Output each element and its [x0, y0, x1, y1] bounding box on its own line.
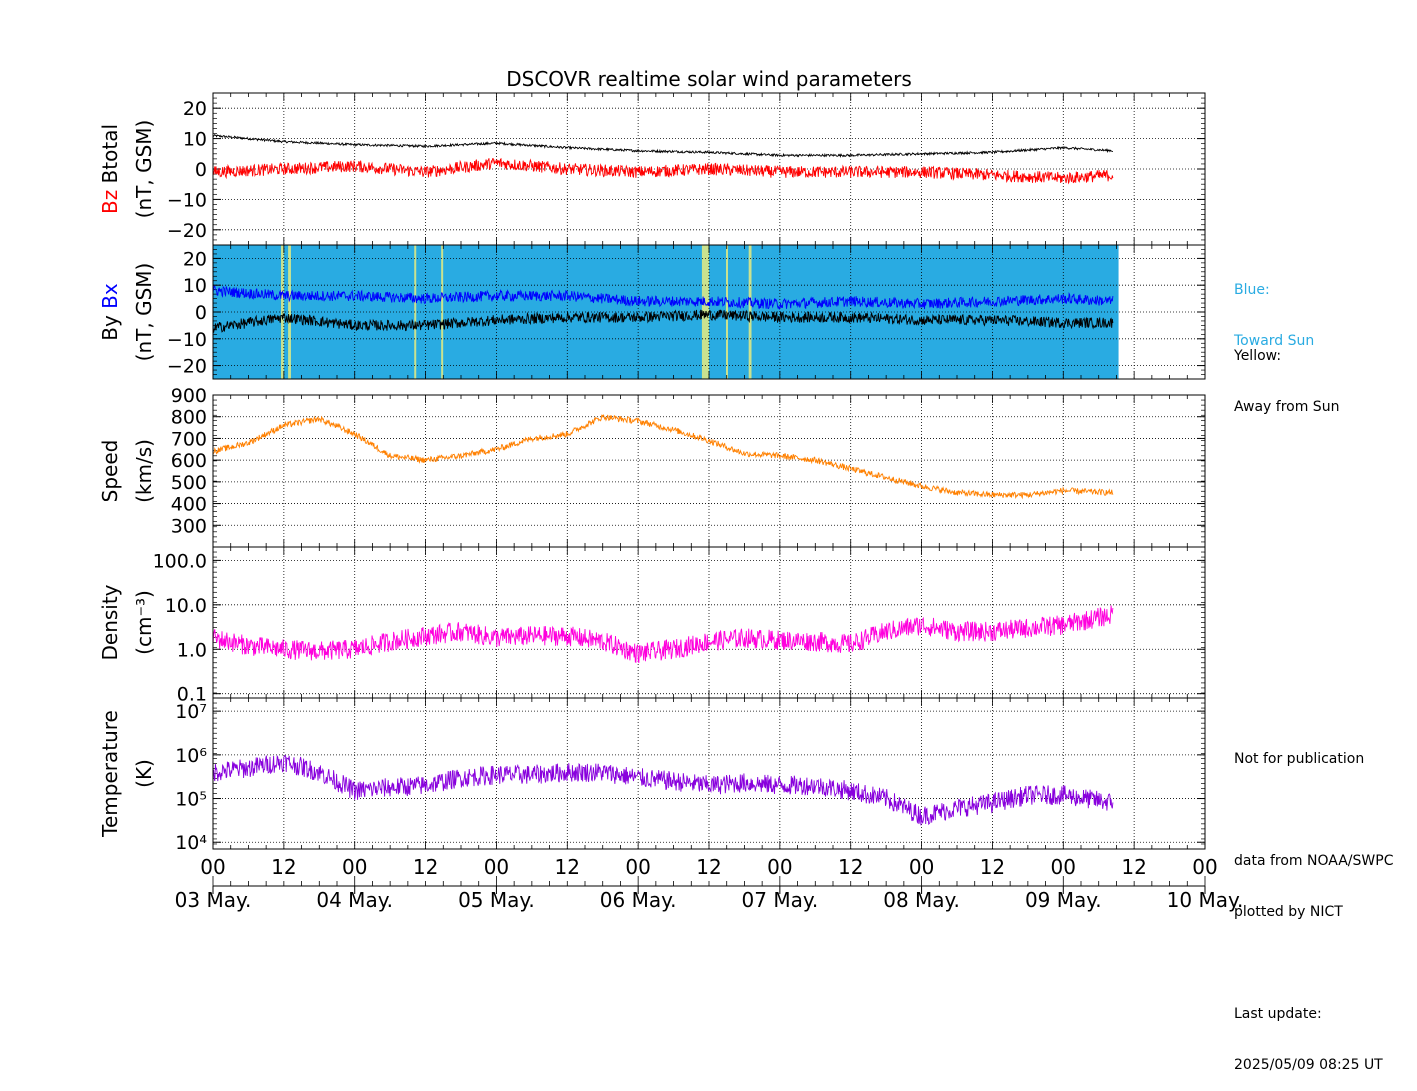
y-axis-label: Bz Btotal: [98, 124, 122, 214]
hour-tick-label: 00: [484, 855, 509, 879]
credits-note: Not for publication data from NOAA/SWPC …: [1234, 717, 1393, 1091]
away-sun-note: Yellow: Away from Sun: [1234, 314, 1339, 433]
y-tick-label: 10⁵: [175, 789, 207, 811]
y-tick-label: 20: [183, 248, 207, 270]
series-line-speed: [212, 414, 1114, 500]
not-for-publication: Not for publication: [1234, 751, 1365, 767]
y-tick-label: 600: [171, 450, 207, 472]
y-axis-unit-label: (nT, GSM): [132, 263, 156, 362]
hour-tick-label: 00: [1051, 855, 1076, 879]
series-line-bz: [212, 157, 1114, 185]
hour-tick-label: 12: [271, 855, 296, 879]
day-tick-label: 06 May.: [600, 888, 677, 912]
y-tick-label: −20: [167, 220, 207, 242]
day-tick-label: 08 May.: [883, 888, 960, 912]
y-tick-label: 400: [171, 494, 207, 516]
day-tick-label: 05 May.: [458, 888, 535, 912]
panel-frame: [212, 697, 1206, 850]
toward-sun-label: Toward Sun: [1234, 333, 1315, 349]
day-tick-label: 09 May.: [1025, 888, 1102, 912]
y-tick-label: 800: [171, 407, 207, 429]
panel-temperature: 10⁷ 10⁶ 10⁵ 10⁴ Temperature (K): [98, 697, 1206, 854]
hour-tick-label: 00: [342, 855, 367, 879]
day-tick-label: 07 May.: [742, 888, 819, 912]
hour-tick-label: 12: [980, 855, 1005, 879]
panel-frame: [212, 244, 1206, 380]
y-tick-label: 0.1: [177, 684, 207, 706]
last-update-label: Last update:: [1234, 1006, 1322, 1022]
blue-label: Blue:: [1234, 282, 1270, 298]
y-axis-unit-label: (km/s): [132, 439, 156, 503]
y-tick-label: 10⁶: [175, 745, 207, 767]
hour-tick-label: 00: [625, 855, 650, 879]
series-line-density: [212, 605, 1114, 664]
panel-btotal-bz: 20 10 0 −10 −20 Bz Btotal (nT, GSM): [98, 92, 1206, 246]
series-line-btotal: [212, 133, 1113, 158]
y-tick-label: 0: [195, 159, 207, 181]
hour-tick-label: 00: [200, 855, 225, 879]
last-update-time: 2025/05/09 08:25 UT: [1234, 1057, 1383, 1073]
day-tick-label: 10 May.: [1167, 888, 1244, 912]
data-source: data from NOAA/SWPC: [1234, 853, 1394, 869]
y-tick-label: 10: [183, 129, 207, 151]
y-axis-unit-label: (K): [132, 759, 156, 788]
y-tick-label: 20: [183, 98, 207, 120]
y-tick-label: 10: [183, 275, 207, 297]
panel-bx-by: 20 10 0 −10 −20 By Bx (nT, GSM): [98, 244, 1206, 380]
y-axis-label: Speed: [98, 440, 122, 503]
y-tick-label: −10: [167, 329, 207, 351]
plot-panels: 20 10 0 −10 −20 Bz Btotal (nT, GSM) 20 10 0 −10 −20…: [98, 92, 1206, 854]
hour-tick-label: 12: [838, 855, 863, 879]
hour-tick-label: 00: [767, 855, 792, 879]
series-line-temperature: [212, 754, 1114, 826]
plotted-by: plotted by NICT: [1234, 904, 1343, 920]
away-sun-label: Away from Sun: [1234, 399, 1340, 415]
hour-tick-label: 12: [696, 855, 721, 879]
hour-tick-label: 00: [909, 855, 934, 879]
hour-tick-label: 12: [413, 855, 438, 879]
y-tick-label: 100.0: [153, 550, 207, 572]
day-tick-label: 03 May.: [175, 888, 252, 912]
toward-sun-note: Blue: Toward Sun: [1234, 248, 1314, 367]
series-line-by: [212, 309, 1114, 333]
y-tick-label: 10⁴: [175, 832, 207, 854]
series-line-bx: [212, 285, 1114, 311]
away-from-sun-band: [288, 245, 291, 379]
away-from-sun-band: [441, 245, 444, 379]
hour-tick-label: 12: [1121, 855, 1146, 879]
y-tick-label: 10.0: [165, 595, 207, 617]
yellow-label: Yellow:: [1234, 348, 1282, 364]
time-axis: 00 12 00 12 00 12 00 12 00 12 00 12 00 12 00 03 May. 04 …: [175, 855, 1244, 912]
y-tick-label: −20: [167, 356, 207, 378]
y-tick-label: 0: [195, 302, 207, 324]
y-axis-unit-label: (cm⁻³): [132, 590, 156, 655]
solar-wind-figure: DSCOVR realtime solar wind parameters 20…: [98, 67, 1244, 912]
away-from-sun-band: [414, 245, 417, 379]
y-tick-label: 500: [171, 472, 207, 494]
y-axis-unit-label: (nT, GSM): [132, 120, 156, 219]
y-axis-label: By Bx: [98, 283, 122, 341]
figure-title: DSCOVR realtime solar wind parameters: [506, 67, 912, 91]
away-from-sun-band: [726, 245, 729, 379]
y-tick-label: 700: [171, 428, 207, 450]
y-tick-label: 10⁷: [175, 701, 207, 723]
y-tick-label: 300: [171, 515, 207, 537]
hour-tick-label: 12: [555, 855, 580, 879]
hour-tick-label: 00: [1192, 855, 1217, 879]
y-tick-label: −10: [167, 189, 207, 211]
day-tick-label: 04 May.: [316, 888, 393, 912]
y-tick-label: 1.0: [177, 639, 207, 661]
panel-density: 100.0 10.0 1.0 0.1 Density (cm⁻³): [98, 546, 1206, 706]
y-axis-label: Temperature: [98, 710, 122, 838]
y-tick-label: 900: [171, 385, 207, 407]
y-axis-label: Density: [98, 584, 122, 660]
